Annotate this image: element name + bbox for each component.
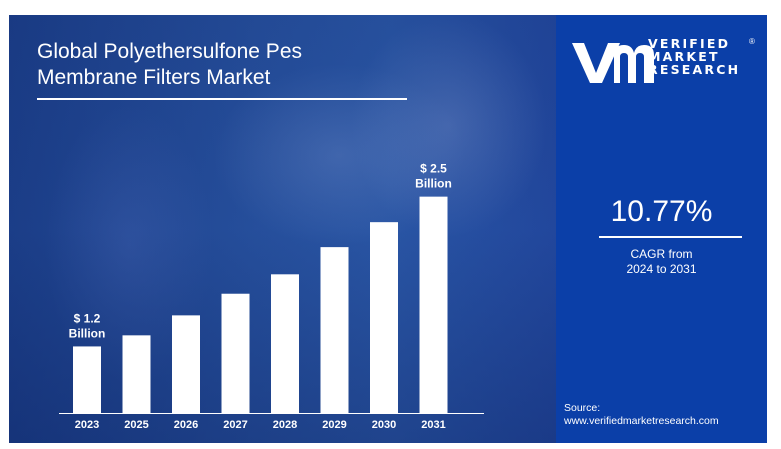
bar-2025 <box>122 335 151 413</box>
bar-2030 <box>370 222 398 413</box>
brand-line1: VERIFIED <box>648 36 731 51</box>
brand-line2: MARKET <box>648 49 720 64</box>
cagr-label: CAGR from 2024 to 2031 <box>556 247 767 277</box>
bar-chart: 2023 2025 2026 2027 2028 2029 2030 2031$ 1.2Bil… <box>59 162 484 431</box>
chart-panel: Global Polyethersulfone Pes Membrane Fil… <box>9 15 556 443</box>
x-tick-label-2025: 2025 <box>124 419 148 431</box>
chart-title-line1: Global Polyethersulfone Pes <box>37 40 302 63</box>
data-label-2031-value: $ 2.5 <box>420 162 447 176</box>
source-label: Source: <box>564 402 601 414</box>
x-tick-label-2029: 2029 <box>322 419 346 431</box>
bar-2029 <box>320 247 349 413</box>
x-tick-label-2026: 2026 <box>174 419 198 431</box>
bar-2026 <box>172 315 200 413</box>
cagr-value: 10.77% <box>610 195 713 228</box>
cagr-divider <box>599 236 742 238</box>
infographic: Global Polyethersulfone Pes Membrane Fil… <box>9 15 767 443</box>
cagr-label-line2: 2024 to 2031 <box>626 262 697 276</box>
bar-2027 <box>221 293 250 413</box>
x-tick-label-2030: 2030 <box>372 419 396 431</box>
brand-name: VERIFIED MARKET RESEARCH <box>648 37 740 76</box>
source-note: Source: www.verifiedmarketresearch.com <box>564 402 719 428</box>
vmr-logo-icon <box>572 43 654 83</box>
x-tick-label-2027: 2027 <box>223 419 247 431</box>
data-label-2023-value: $ 1.2 <box>74 311 101 325</box>
registered-mark: ® <box>749 37 755 46</box>
data-label-2031-unit: Billion <box>415 177 452 191</box>
bar-2023 <box>73 346 101 413</box>
bar-2031 <box>419 196 448 413</box>
chart-title-line2: Membrane Filters Market <box>37 66 271 89</box>
source-url: www.verifiedmarketresearch.com <box>564 415 719 427</box>
info-panel: VERIFIED MARKET RESEARCH ® 10.77% CAGR f… <box>556 15 767 443</box>
x-tick-label-2031: 2031 <box>421 419 445 431</box>
cagr-label-line1: CAGR from <box>630 247 693 261</box>
title-underline <box>37 98 407 100</box>
chart-title: Global Polyethersulfone Pes Membrane Fil… <box>37 39 437 91</box>
brand-line3: RESEARCH <box>648 62 741 77</box>
bar-2028 <box>271 274 299 413</box>
x-tick-label-2028: 2028 <box>273 419 297 431</box>
data-label-2023-unit: Billion <box>69 326 106 340</box>
x-tick-label-2023: 2023 <box>75 419 99 431</box>
